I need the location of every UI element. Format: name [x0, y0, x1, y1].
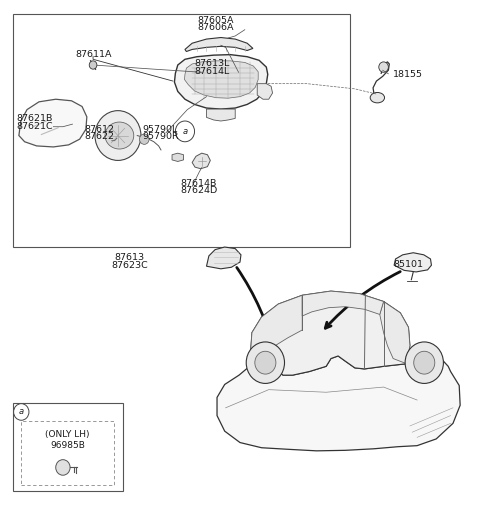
Circle shape [255, 352, 276, 374]
Polygon shape [302, 291, 384, 316]
Polygon shape [217, 355, 460, 451]
Text: 87614B: 87614B [180, 179, 216, 188]
Text: 87624D: 87624D [180, 186, 217, 195]
Text: 96985B: 96985B [50, 440, 85, 450]
Circle shape [414, 352, 435, 374]
Circle shape [379, 62, 388, 72]
Polygon shape [257, 84, 273, 99]
Polygon shape [174, 55, 268, 109]
Text: 87612: 87612 [84, 125, 114, 134]
Polygon shape [206, 109, 235, 121]
Text: 87613L: 87613L [194, 59, 230, 69]
Text: (ONLY LH): (ONLY LH) [46, 430, 90, 439]
Ellipse shape [105, 122, 134, 149]
Text: 95790L: 95790L [142, 125, 177, 134]
Polygon shape [380, 302, 410, 363]
Text: 87621C: 87621C [16, 122, 53, 131]
Circle shape [13, 404, 29, 420]
Text: 87623C: 87623C [111, 261, 148, 270]
Circle shape [140, 134, 149, 145]
Bar [21, 421, 114, 485]
Polygon shape [185, 37, 253, 51]
Bar [12, 402, 123, 491]
Circle shape [56, 460, 70, 475]
Circle shape [89, 61, 97, 69]
Text: 85101: 85101 [393, 259, 423, 269]
Polygon shape [206, 247, 241, 269]
Polygon shape [192, 153, 210, 168]
Text: a: a [19, 408, 24, 417]
Text: 87605A: 87605A [198, 16, 234, 25]
Polygon shape [394, 253, 432, 272]
Text: 87611A: 87611A [75, 50, 111, 59]
Text: 18155: 18155 [393, 70, 423, 79]
Circle shape [95, 111, 141, 161]
Text: 87613: 87613 [115, 253, 145, 263]
Polygon shape [19, 99, 87, 147]
Circle shape [246, 342, 285, 383]
Polygon shape [250, 291, 410, 375]
Ellipse shape [370, 93, 384, 103]
Text: 87621B: 87621B [16, 114, 52, 123]
Bar [12, 14, 350, 247]
Text: 87606A: 87606A [198, 23, 234, 32]
Circle shape [175, 121, 194, 142]
Text: 87622: 87622 [84, 132, 114, 141]
Text: 87614L: 87614L [194, 67, 230, 76]
Polygon shape [184, 61, 258, 98]
Text: a: a [182, 127, 188, 136]
Circle shape [405, 342, 444, 383]
Text: 95790R: 95790R [142, 132, 179, 141]
Polygon shape [250, 295, 302, 371]
Polygon shape [172, 153, 183, 162]
